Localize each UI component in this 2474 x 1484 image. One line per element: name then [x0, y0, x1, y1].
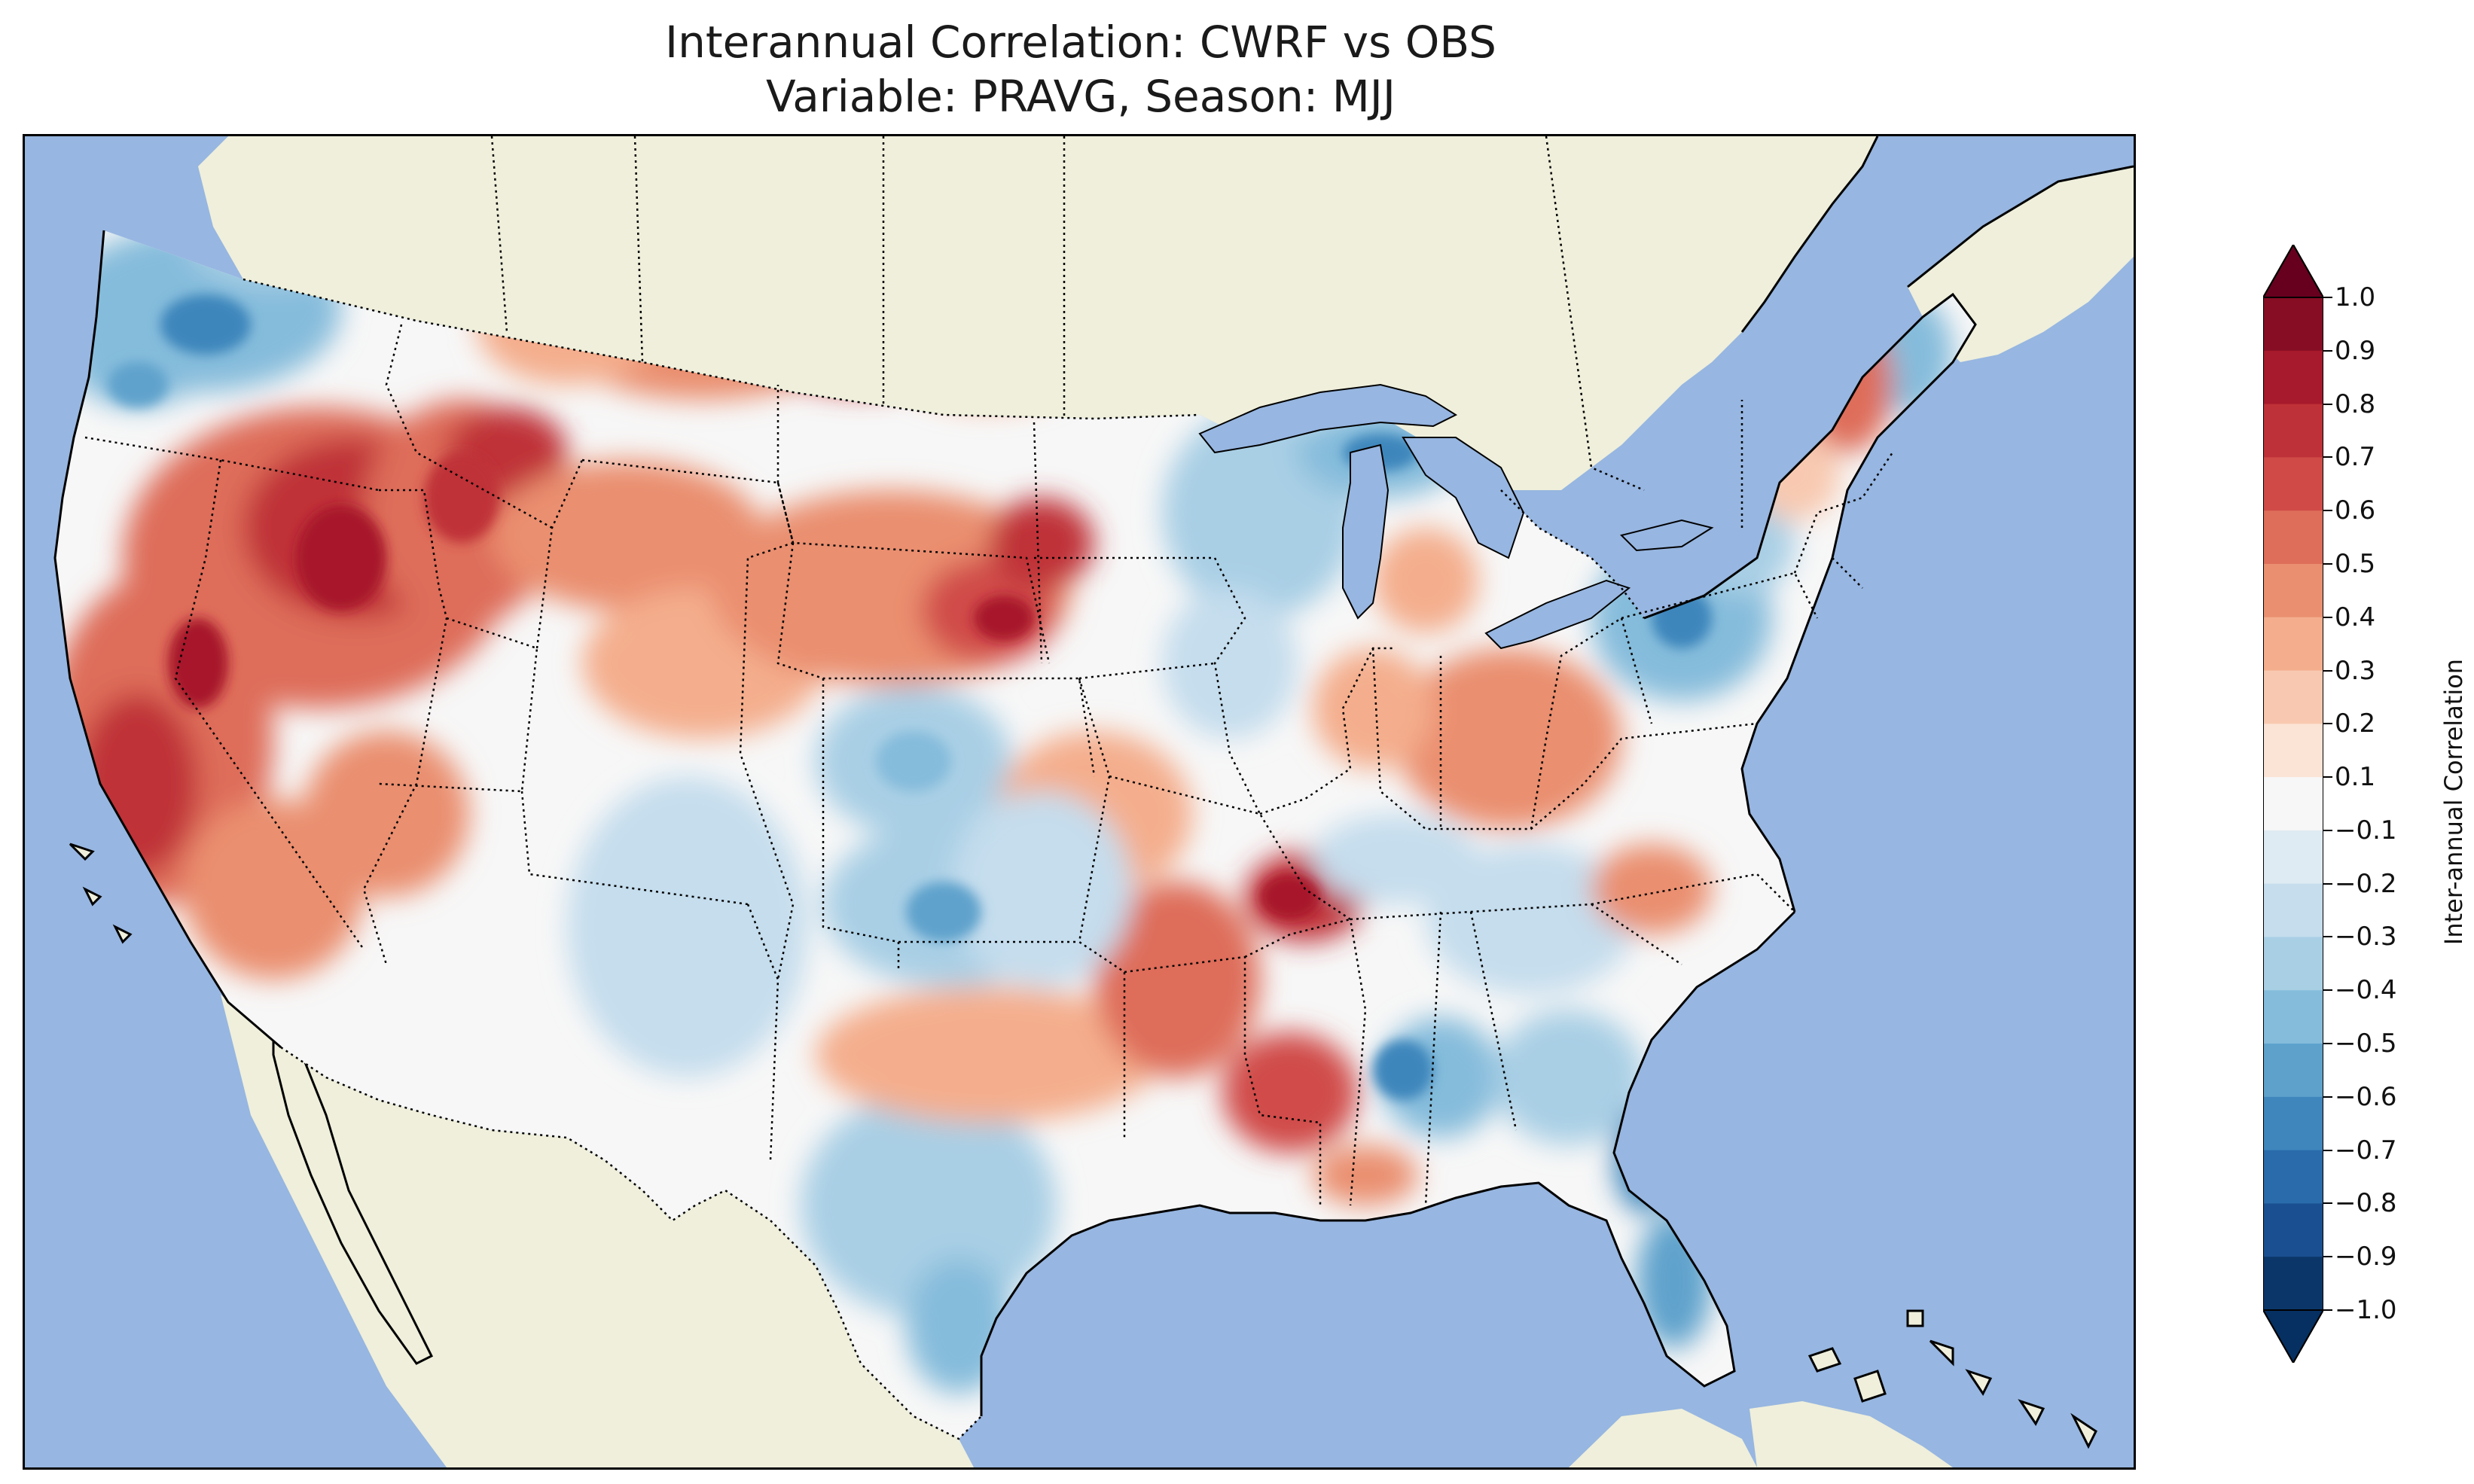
colorbar-tick-mark [2323, 1309, 2332, 1311]
correlation-map [23, 134, 2136, 1470]
colorbar-tick-label: −0.3 [2335, 922, 2397, 952]
colorbar-extend-bottom [2263, 1309, 2323, 1363]
us-coastline [53, 230, 1977, 1416]
colorbar-tick-mark [2323, 1202, 2332, 1205]
baja-peninsula [272, 979, 434, 1365]
colorbar-tick-label: −1.0 [2335, 1295, 2397, 1325]
colorbar-band [2263, 1150, 2323, 1204]
colorbar-band [2263, 670, 2323, 724]
colorbar-band [2263, 457, 2323, 511]
cuba-land [1749, 1401, 1953, 1467]
colorbar-tick-label: −0.4 [2335, 975, 2397, 1006]
colorbar-band [2263, 937, 2323, 991]
colorbar-tick-mark [2323, 456, 2332, 459]
colorbar-tick-label: 0.6 [2335, 495, 2376, 526]
colorbar [2263, 245, 2323, 1363]
lake-huron [1402, 437, 1525, 559]
colorbar-band [2263, 883, 2323, 937]
colorbar-tick-label: 0.2 [2335, 708, 2376, 739]
colorbar-tick-mark [2323, 882, 2332, 885]
colorbar-band [2263, 777, 2323, 831]
colorbar-band [2263, 990, 2323, 1044]
colorbar-tick-label: 0.1 [2335, 762, 2376, 793]
colorbar-band [2263, 510, 2323, 565]
colorbar-tick-mark [2323, 989, 2332, 992]
colorbar-tick-label: −0.6 [2335, 1081, 2397, 1112]
colorbar-tick-label: −0.1 [2335, 815, 2397, 846]
colorbar-tick-label: 0.8 [2335, 389, 2376, 419]
chart-title-line-1: Interannual Correlation: CWRF vs OBS [664, 17, 1496, 68]
lake-superior [1198, 383, 1458, 454]
colorbar-tick-mark [2323, 669, 2332, 672]
colorbar-band [2263, 724, 2323, 778]
colorbar-tick-label: 0.4 [2335, 602, 2376, 632]
colorbar-band [2263, 297, 2323, 352]
colorbar-tick-label: −0.9 [2335, 1242, 2397, 1272]
colorbar-tick-label: 0.3 [2335, 655, 2376, 686]
colorbar-band [2263, 404, 2323, 458]
colorbar-band [2263, 617, 2323, 672]
colorbar-tick-mark [2323, 936, 2332, 938]
colorbar-tick-mark [2323, 403, 2332, 405]
canada-coastline [1740, 136, 2134, 333]
colorbar-tick-mark [2323, 349, 2332, 352]
colorbar-tick-label: 0.5 [2335, 548, 2376, 579]
colorbar-tick-mark [2323, 1043, 2332, 1045]
colorbar-tick-mark [2323, 510, 2332, 512]
colorbar-tick-mark [2323, 776, 2332, 779]
us-mexico-border [280, 1046, 982, 1440]
islands [69, 843, 2097, 1449]
canada-land [198, 136, 1878, 490]
colorbar-tick-mark [2323, 829, 2332, 831]
yucatan-land [1569, 1409, 1757, 1467]
lake-michigan [1342, 443, 1390, 620]
colorbar-band [2263, 830, 2323, 885]
colorbar-band [2263, 1203, 2323, 1257]
great-lakes [1198, 383, 1714, 650]
colorbar-tick-mark [2323, 1256, 2332, 1258]
colorbar-tick-mark [2323, 1149, 2332, 1151]
us-canada-border [243, 278, 1645, 619]
colorbar-tick-label: 1.0 [2335, 282, 2376, 312]
colorbar-extend-top [2263, 245, 2323, 298]
lake-erie [1484, 579, 1631, 650]
colorbar-tick-mark [2323, 1095, 2332, 1098]
colorbar-tick-label: −0.8 [2335, 1188, 2397, 1219]
colorbar-band [2263, 1044, 2323, 1098]
colorbar-band [2263, 563, 2323, 618]
colorbar-tick-mark [2323, 562, 2332, 565]
colorbar-tick-mark [2323, 297, 2332, 298]
colorbar-tick-label: 0.9 [2335, 335, 2376, 366]
colorbar-tick-label: −0.2 [2335, 868, 2397, 899]
colorbar-tick-label: −0.7 [2335, 1135, 2397, 1166]
chart-title-line-2: Variable: PRAVG, Season: MJJ [766, 71, 1396, 122]
state-borders [84, 324, 1894, 1206]
colorbar-label: Inter-annual Correlation [2439, 658, 2468, 946]
colorbar-band [2263, 1096, 2323, 1151]
colorbar-tick-mark [2323, 723, 2332, 725]
colorbar-tick-mark [2323, 616, 2332, 618]
colorbar-band [2263, 1257, 2323, 1311]
colorbar-tick-label: −0.5 [2335, 1028, 2397, 1059]
lake-ontario [1620, 519, 1714, 552]
colorbar-band [2263, 350, 2323, 405]
canada-province-borders [490, 136, 1645, 492]
colorbar-tick-label: 0.7 [2335, 442, 2376, 473]
